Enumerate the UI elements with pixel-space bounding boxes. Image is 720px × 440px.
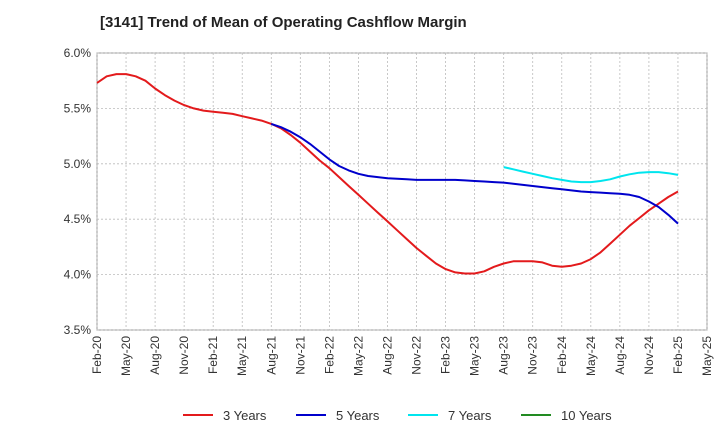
plot-area xyxy=(96,52,708,331)
x-tick-label: Aug-21 xyxy=(264,336,278,375)
x-tick-label: May-24 xyxy=(584,336,598,376)
x-tick-label: Aug-23 xyxy=(497,336,511,375)
y-tick-label: 5.0% xyxy=(64,157,92,171)
x-tick-label: Nov-24 xyxy=(642,336,656,375)
x-tick-label: Feb-21 xyxy=(206,336,220,374)
x-tick-label: Nov-20 xyxy=(177,336,191,375)
x-tick-label: Nov-23 xyxy=(526,336,540,375)
y-tick-label: 6.0% xyxy=(64,46,92,60)
x-tick-label: Feb-23 xyxy=(439,336,453,374)
x-tick-label: Aug-20 xyxy=(148,336,162,375)
chart-title: [3141] Trend of Mean of Operating Cashfl… xyxy=(100,14,467,31)
series-line-5-years xyxy=(270,122,679,225)
legend-label-5-years: 5 Years xyxy=(336,408,380,423)
legend-label-3-years: 3 Years xyxy=(223,408,267,423)
x-tick-label: Nov-22 xyxy=(410,336,424,375)
x-tick-label: May-21 xyxy=(235,336,249,376)
series-line-7-years xyxy=(503,166,679,184)
x-tick-label: Feb-25 xyxy=(671,336,685,374)
x-tick-label: May-20 xyxy=(119,336,133,376)
y-tick-label: 5.5% xyxy=(64,101,92,115)
x-tick-label: Feb-20 xyxy=(90,336,104,374)
y-tick-label: 4.5% xyxy=(64,212,92,226)
y-tick-label: 4.0% xyxy=(64,268,92,282)
x-tick-label: May-22 xyxy=(351,336,365,376)
series-line-3-years xyxy=(96,73,679,275)
x-tick-label: Feb-22 xyxy=(322,336,336,374)
x-tick-label: Feb-24 xyxy=(555,336,569,374)
y-tick-label: 3.5% xyxy=(64,323,92,337)
x-tick-label: May-25 xyxy=(700,336,714,376)
x-tick-label: Nov-21 xyxy=(293,336,307,375)
x-tick-label: Aug-24 xyxy=(613,336,627,375)
legend-label-10-years: 10 Years xyxy=(561,408,612,423)
legend-label-7-years: 7 Years xyxy=(448,408,492,423)
x-tick-label: Aug-22 xyxy=(380,336,394,375)
x-tick-label: May-23 xyxy=(468,336,482,376)
